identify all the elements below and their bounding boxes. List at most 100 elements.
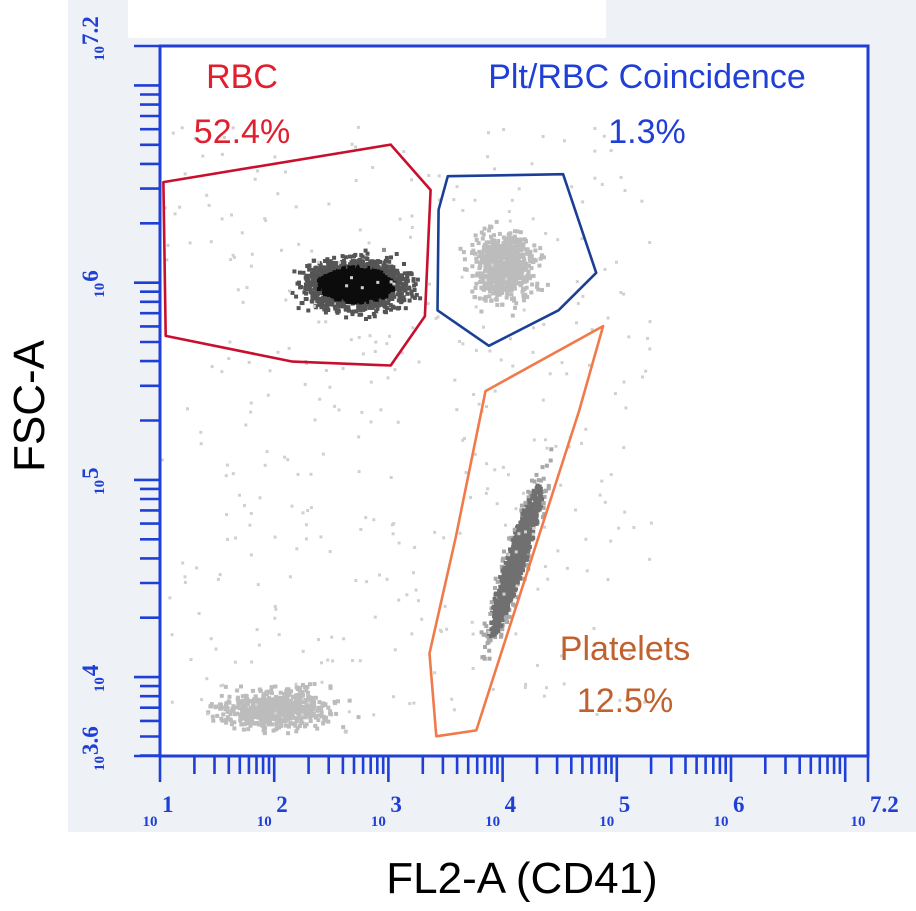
density-dot — [310, 299, 315, 304]
density-dot — [316, 713, 321, 718]
density-dot — [486, 628, 491, 633]
density-dot — [514, 565, 519, 570]
density-dot — [376, 269, 381, 274]
density-dot — [301, 270, 306, 275]
density-dot — [296, 281, 301, 286]
density-dot — [359, 270, 364, 275]
density-dot — [367, 282, 371, 287]
density-dot — [322, 703, 327, 707]
density-dot — [483, 645, 487, 649]
density-dot — [317, 700, 322, 705]
density-dot — [510, 579, 514, 584]
density-dot — [495, 303, 500, 307]
density-dot — [415, 277, 420, 282]
density-dot — [326, 268, 331, 272]
density-dot — [299, 718, 304, 723]
density-dot — [508, 257, 513, 262]
density-dot — [494, 257, 499, 262]
density-dot — [307, 286, 312, 290]
density-dot — [168, 596, 172, 600]
density-dot — [328, 684, 333, 689]
density-dot — [517, 529, 522, 534]
density-dot — [327, 292, 332, 297]
density-dot — [497, 231, 502, 236]
density-dot — [400, 283, 405, 288]
density-dot — [494, 297, 499, 302]
density-dot — [300, 689, 305, 694]
density-dot — [341, 265, 346, 270]
density-dot — [186, 407, 189, 411]
density-dot — [333, 281, 338, 285]
density-dot — [530, 478, 534, 483]
density-dot — [509, 596, 514, 601]
density-dot — [321, 721, 326, 726]
density-dot — [531, 260, 536, 265]
density-dot — [500, 245, 505, 250]
density-dot — [273, 684, 278, 689]
density-dot — [229, 258, 233, 262]
density-dot — [352, 261, 357, 265]
density-dot — [501, 254, 506, 259]
density-dot — [470, 273, 475, 278]
density-dot — [417, 360, 421, 364]
density-dot — [296, 306, 301, 311]
density-dot — [531, 274, 536, 278]
density-dot — [231, 704, 236, 709]
density-dot — [257, 702, 262, 707]
density-dot — [414, 588, 418, 592]
density-dot — [509, 288, 514, 293]
density-dot — [266, 690, 271, 695]
density-dot — [483, 255, 488, 260]
density-dot — [384, 255, 389, 260]
density-dot — [340, 292, 345, 297]
density-dot — [491, 260, 496, 265]
density-dot — [526, 520, 531, 525]
density-dot — [385, 577, 389, 581]
density-dot — [294, 705, 299, 710]
density-dot — [367, 315, 372, 320]
density-dot — [499, 284, 504, 289]
density-dot — [297, 242, 301, 246]
density-dot — [499, 587, 504, 592]
density-dot — [354, 280, 359, 285]
density-dot — [493, 603, 498, 608]
density-dot — [368, 285, 373, 290]
density-dot — [493, 599, 498, 604]
density-dot — [330, 302, 335, 307]
density-dot — [219, 693, 224, 698]
density-dot — [231, 708, 236, 713]
density-dot — [250, 688, 255, 693]
density-dot — [554, 444, 558, 448]
density-dot — [363, 248, 368, 253]
density-dot — [307, 706, 312, 711]
density-dot — [351, 267, 356, 272]
density-dot — [321, 714, 326, 719]
density-dot — [530, 535, 535, 540]
density-dot — [516, 540, 521, 545]
density-dot — [510, 269, 515, 274]
density-dot — [343, 255, 348, 260]
density-dot — [519, 237, 524, 242]
density-dot — [528, 537, 533, 542]
density-dot — [537, 263, 542, 268]
density-dot — [458, 340, 462, 343]
density-dot — [347, 297, 352, 302]
density-dot — [490, 254, 495, 259]
density-dot — [305, 712, 310, 716]
density-dot — [575, 321, 578, 325]
density-dot — [386, 289, 391, 294]
density-dot — [489, 225, 494, 230]
density-dot — [482, 325, 485, 329]
density-dot — [248, 705, 253, 710]
density-dot — [376, 259, 380, 264]
density-dot — [246, 727, 251, 732]
density-dot — [518, 523, 523, 528]
density-dot — [539, 253, 544, 258]
density-dot — [334, 297, 339, 302]
density-dot — [511, 584, 515, 589]
density-dot — [520, 535, 525, 540]
density-dot — [325, 282, 330, 287]
density-dot — [365, 295, 370, 300]
density-dot — [473, 251, 477, 256]
density-dot — [493, 468, 497, 472]
